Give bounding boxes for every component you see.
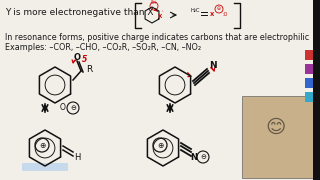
Text: ⊖: ⊖: [200, 154, 206, 160]
Text: N: N: [209, 62, 217, 71]
Text: :O: :O: [222, 12, 228, 17]
Text: R: R: [86, 64, 92, 73]
Text: ⊕: ⊕: [39, 141, 45, 150]
Text: ⊖: ⊖: [70, 105, 76, 111]
Text: 5: 5: [82, 55, 88, 64]
Text: N: N: [190, 152, 197, 161]
FancyArrowPatch shape: [72, 60, 76, 63]
Text: X: X: [158, 14, 162, 19]
Text: X: X: [210, 12, 214, 17]
Text: ⊕: ⊕: [157, 141, 163, 150]
Text: O: O: [74, 53, 81, 62]
Text: H₂C: H₂C: [190, 8, 200, 12]
Text: :.: :.: [162, 9, 164, 13]
Text: O: O: [60, 103, 66, 112]
FancyBboxPatch shape: [22, 163, 68, 171]
FancyArrowPatch shape: [211, 68, 215, 71]
Text: Y is more electronegative than X: Y is more electronegative than X: [5, 8, 154, 17]
FancyBboxPatch shape: [313, 0, 320, 180]
Text: 😊: 😊: [265, 118, 286, 137]
FancyBboxPatch shape: [305, 50, 313, 60]
FancyBboxPatch shape: [305, 92, 313, 102]
FancyBboxPatch shape: [242, 96, 317, 178]
FancyArrowPatch shape: [155, 9, 158, 12]
FancyBboxPatch shape: [305, 78, 313, 88]
Text: In resonance forms, positive charge indicates carbons that are electrophilic: In resonance forms, positive charge indi…: [5, 33, 309, 42]
Text: δ+: δ+: [150, 1, 157, 6]
Text: ⊖: ⊖: [217, 6, 221, 12]
Text: Examples: –COR, –CHO, –CO₂R, –SO₂R, –CN, –NO₂: Examples: –COR, –CHO, –CO₂R, –SO₂R, –CN,…: [5, 43, 201, 52]
FancyBboxPatch shape: [305, 64, 313, 74]
FancyArrowPatch shape: [188, 73, 191, 77]
Text: H: H: [74, 154, 80, 163]
